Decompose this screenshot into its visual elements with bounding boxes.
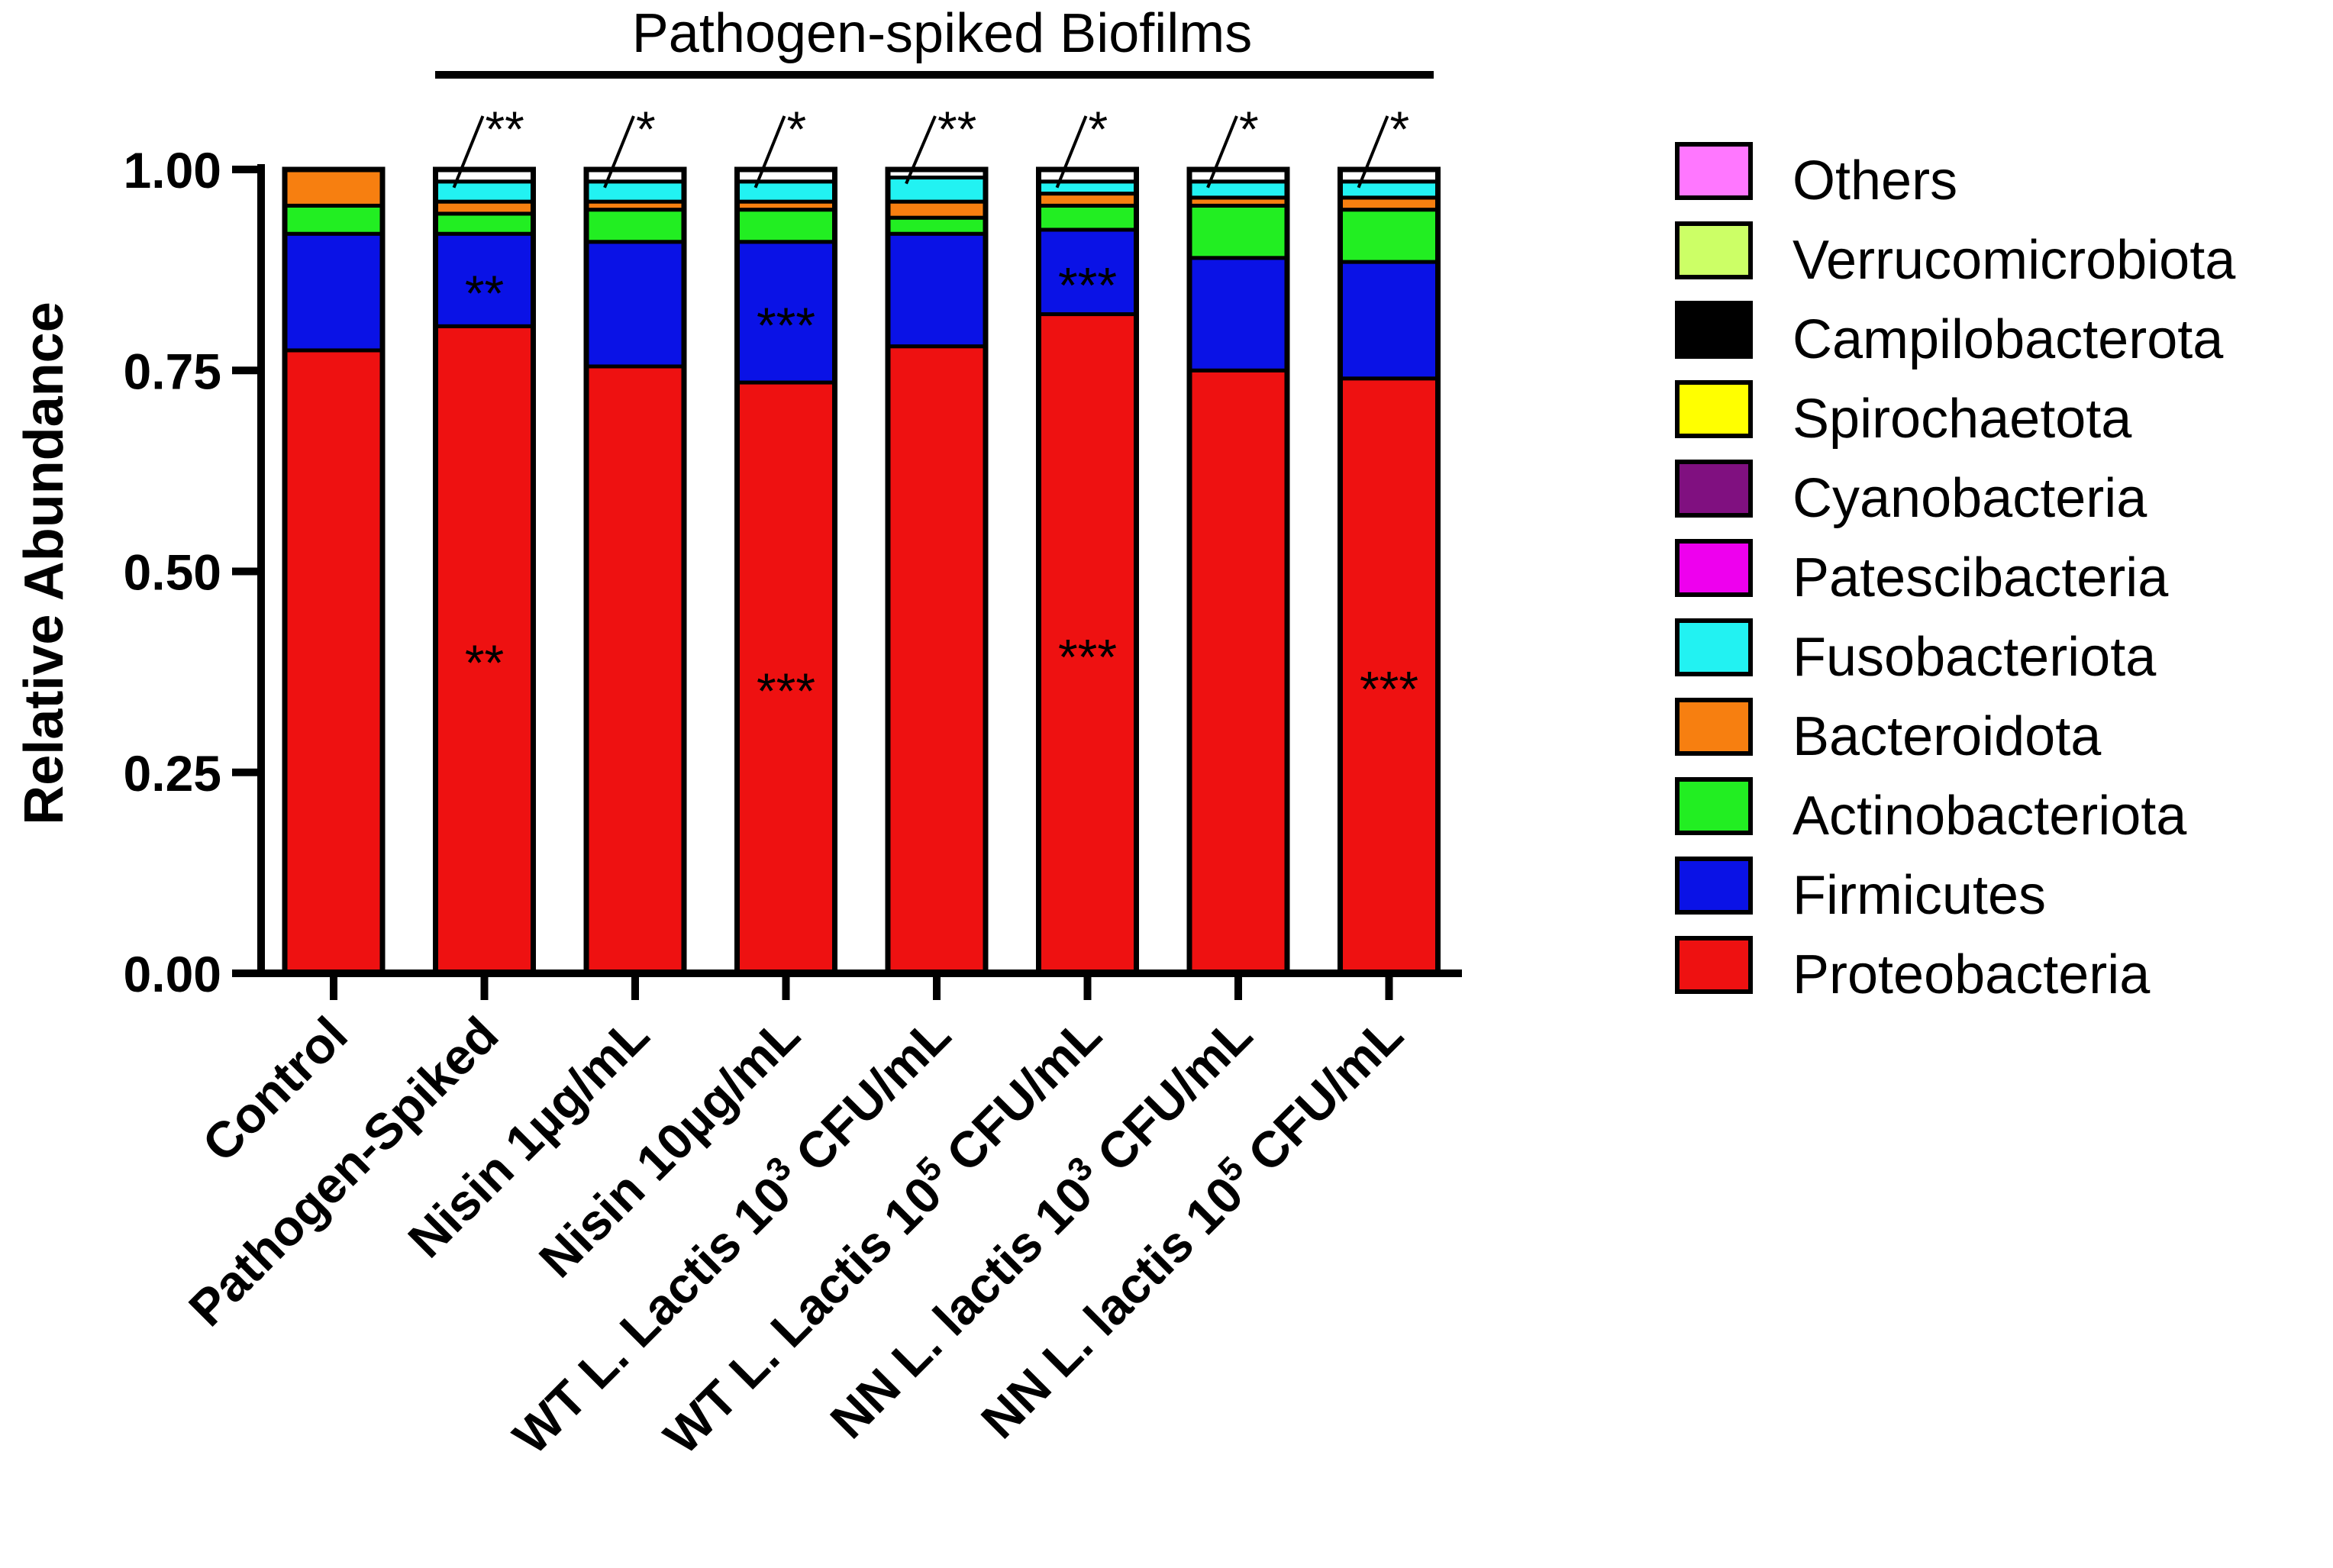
- legend-swatch-spirochaetota: [1675, 380, 1753, 438]
- bar-segment-firmicutes: [735, 240, 837, 385]
- annotation-leader-line: [1055, 115, 1088, 189]
- bar-segment-fusobacteriota: [735, 179, 837, 204]
- legend: Others Verrucomicrobiota Campilobacterota S…: [1675, 142, 2236, 1005]
- annotation-leader-line: [603, 115, 635, 189]
- group-label: Pathogen-spiked Biofilms: [632, 3, 1252, 64]
- bar-segment-actinobacteriota: [1187, 203, 1289, 260]
- bar-segment-firmicutes: [886, 231, 988, 349]
- significance-marker: **: [465, 265, 504, 321]
- group-bracket: Pathogen-spiked Biofilms: [435, 3, 1434, 79]
- axes: [257, 164, 1462, 1000]
- legend-label-proteobacteria: Proteobacteria: [1793, 944, 2151, 1005]
- bar-segment-actinobacteriota: [735, 208, 837, 244]
- x-tick-label: Nisin 10µg/mL: [528, 1006, 811, 1289]
- significance-marker: *: [1089, 101, 1108, 157]
- legend-label-actinobacteriota: Actinobacteriota: [1793, 786, 2187, 847]
- y-tick-label: 0.75: [124, 343, 221, 399]
- bar-segment-bacteroidota: [282, 167, 385, 208]
- bar-segment-proteobacteria: [584, 364, 686, 976]
- bar-segment-actinobacteriota: [584, 208, 686, 244]
- bar-segment-firmicutes: [1338, 260, 1440, 381]
- significance-marker: ***: [1360, 660, 1418, 717]
- bar-segment-proteobacteria: [1338, 376, 1440, 976]
- significance-marker: **: [937, 101, 976, 157]
- legend-swatch-others: [1675, 142, 1753, 200]
- bar-segment-firmicutes: [282, 231, 385, 353]
- legend-swatch-cyanobacteria: [1675, 460, 1753, 518]
- legend-label-others: Others: [1793, 150, 1957, 211]
- bars: [282, 166, 1441, 976]
- bar-segment-firmicutes: [584, 240, 686, 369]
- x-tick-label-text: NN L. lactis 10: [970, 1166, 1254, 1449]
- bar-segment-actinobacteriota: [282, 203, 385, 236]
- x-tick-label-suffix: CFU/mL: [1227, 1006, 1413, 1192]
- bar-segment-actinobacteriota: [434, 211, 535, 236]
- y-tick-label: 1.00: [124, 142, 221, 198]
- bar-segment-actinobacteriota: [1037, 203, 1138, 232]
- bar-segment-fusobacteriota: [886, 176, 988, 204]
- bar-segment-proteobacteria: [886, 344, 988, 976]
- bar-segment-firmicutes: [1037, 227, 1138, 317]
- bar-segment-fusobacteriota: [1187, 179, 1289, 200]
- legend-swatch-patescibacteria: [1675, 539, 1753, 597]
- legend-label-cyanobacteria: Cyanobacteria: [1793, 468, 2147, 529]
- significance-marker: *: [1390, 101, 1410, 157]
- legend-label-firmicutes: Firmicutes: [1793, 865, 2046, 926]
- x-tick-label-text: Nisin 10µg/mL: [528, 1006, 811, 1289]
- significance-marker: **: [486, 101, 524, 157]
- annotation-leader-line: [1357, 115, 1389, 189]
- y-tick-label: 0.00: [124, 946, 221, 1002]
- x-tick-label-text: NN L. lactis 10: [819, 1166, 1102, 1449]
- legend-swatch-proteobacteria: [1675, 936, 1753, 994]
- bar-segment-firmicutes: [1187, 256, 1289, 373]
- x-tick-label-text: WT L. Lactis 10: [502, 1166, 802, 1465]
- legend-swatch-firmicutes: [1675, 857, 1753, 915]
- bar-segment-fusobacteriota: [434, 179, 535, 204]
- legend-label-spirochaetota: Spirochaetota: [1793, 389, 2132, 450]
- legend-swatch-bacteroidota: [1675, 698, 1753, 756]
- bar-segment-proteobacteria: [1187, 368, 1289, 976]
- bar-segment-fusobacteriota: [584, 179, 686, 204]
- annotation-leader-line: [452, 115, 485, 189]
- legend-label-campilobacterota: Campilobacterota: [1793, 309, 2224, 370]
- y-tick-label: 0.50: [124, 544, 221, 601]
- bar-segment-bacteroidota: [886, 199, 988, 220]
- significance-marker: *: [1239, 101, 1259, 157]
- annotation-leader-line: [905, 115, 937, 185]
- bar-segment-fusobacteriota: [1338, 179, 1440, 200]
- annotation-leader-line: [753, 115, 786, 189]
- significance-marker: *: [787, 101, 807, 157]
- y-axis-ticks: 0.00 0.25 0.50 0.75 1.00: [124, 142, 261, 1002]
- legend-label-verrucomicrobiota: Verrucomicrobiota: [1793, 230, 2236, 291]
- legend-swatch-actinobacteriota: [1675, 777, 1753, 835]
- legend-swatch-fusobacteriota: [1675, 618, 1753, 676]
- significance-marker: ***: [1058, 256, 1117, 313]
- significance-marker: **: [465, 634, 504, 691]
- legend-label-patescibacteria: Patescibacteria: [1793, 547, 2169, 608]
- legend-swatch-verrucomicrobiota: [1675, 221, 1753, 279]
- y-axis-label: Relative Abundance: [14, 302, 75, 825]
- significance-marker: ***: [757, 297, 815, 353]
- x-tick-label-text: WT L. Lactis 10: [653, 1166, 952, 1465]
- legend-label-fusobacteriota: Fusobacteriota: [1793, 627, 2157, 688]
- significance-marker: *: [636, 101, 656, 157]
- y-tick-label: 0.25: [124, 745, 221, 802]
- significance-marker: ***: [757, 663, 815, 719]
- bar-segment-actinobacteriota: [886, 215, 988, 236]
- legend-swatch-campilobacterota: [1675, 301, 1753, 359]
- significance-marker: ***: [1058, 628, 1117, 685]
- legend-label-bacteroidota: Bacteroidota: [1793, 706, 2102, 767]
- bar-segment-firmicutes: [434, 231, 535, 328]
- annotation-leader-line: [1206, 115, 1238, 189]
- bar-segment-actinobacteriota: [1338, 208, 1440, 264]
- significance-annotations: ****** ******** ********* *****: [452, 101, 1418, 719]
- bar-segment-proteobacteria: [282, 348, 385, 976]
